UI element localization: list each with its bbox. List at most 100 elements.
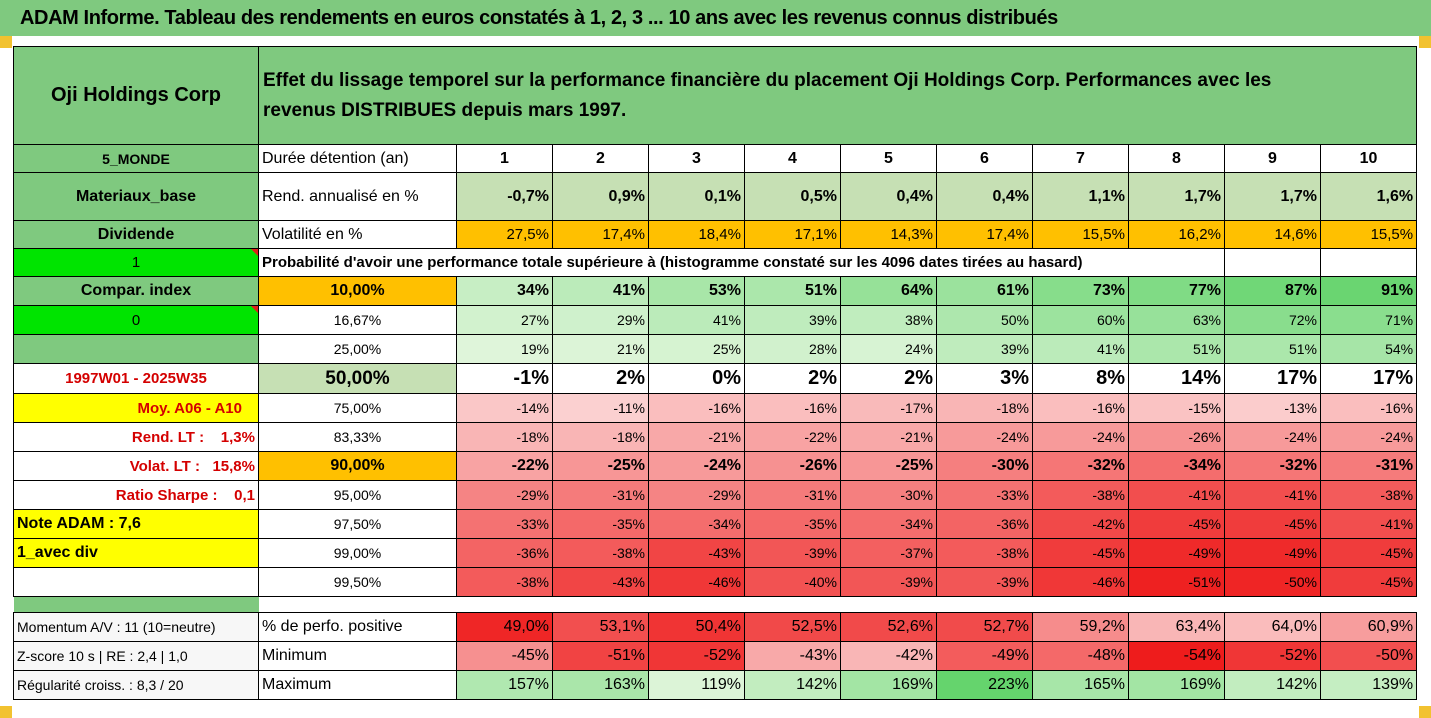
proba-value: 41%: [648, 305, 745, 335]
rend-lt: Rend. LT : 1,3%: [13, 422, 259, 452]
maximum-value: 165%: [1032, 670, 1129, 700]
minimum-value: -50%: [1319, 641, 1418, 671]
corner-marker: [0, 706, 12, 718]
rend-value: 1,7%: [1128, 172, 1225, 221]
proba-value: -16%: [1319, 393, 1418, 423]
proba-value: -26%: [744, 451, 841, 481]
year-header: 10: [1319, 144, 1418, 173]
proba-value: -33%: [456, 509, 553, 539]
proba-value: -34%: [840, 509, 937, 539]
proba-value: 53%: [648, 276, 745, 306]
proba-value: -22%: [456, 451, 553, 481]
blank-cell: [1224, 248, 1321, 277]
proba-value: -38%: [456, 567, 553, 597]
rend-value: -0,7%: [456, 172, 553, 221]
year-header: 6: [936, 144, 1033, 173]
note-adam: Note ADAM : 7,6: [13, 509, 259, 539]
proba-value: 91%: [1319, 276, 1418, 306]
proba-value: -21%: [840, 422, 937, 452]
proba-value: 34%: [456, 276, 553, 306]
proba-value: -35%: [552, 509, 649, 539]
proba-value: -14%: [456, 393, 553, 423]
proba-value: 0%: [648, 363, 745, 394]
proba-value: -36%: [456, 538, 553, 568]
proba-value: -39%: [840, 567, 937, 597]
maximum-value: 223%: [936, 670, 1033, 700]
threshold-pct: 90,00%: [258, 451, 457, 481]
proba-value: -1%: [456, 363, 553, 394]
proba-value: -18%: [456, 422, 553, 452]
maximum-value: 139%: [1319, 670, 1418, 700]
regularite-label: Régularité croiss. : 8,3 / 20: [13, 670, 259, 700]
rend-value: 0,1%: [648, 172, 745, 221]
proba-value: 50%: [936, 305, 1033, 335]
maximum-value: 163%: [552, 670, 649, 700]
region-label: 5_MONDE: [13, 144, 259, 173]
threshold-pct: 10,00%: [258, 276, 457, 306]
minimum-value: -42%: [840, 641, 937, 671]
threshold-pct: 25,00%: [258, 334, 457, 364]
proba-value: -40%: [744, 567, 841, 597]
corner-marker: [0, 36, 12, 48]
rend-value: 1,6%: [1319, 172, 1418, 221]
proba-value: -41%: [1319, 509, 1418, 539]
proba-value: 21%: [552, 334, 649, 364]
proba-value: -30%: [936, 451, 1033, 481]
proba-value: 27%: [456, 305, 553, 335]
proba-value: -38%: [1032, 480, 1129, 510]
proba-value: 63%: [1128, 305, 1225, 335]
proba-value: 71%: [1319, 305, 1418, 335]
year-header: 7: [1032, 144, 1129, 173]
proba-value: 28%: [744, 334, 841, 364]
vol-label: Volatilité en %: [258, 220, 457, 249]
proba-value: -41%: [1224, 480, 1321, 510]
proba-value: -21%: [648, 422, 745, 452]
proba-value: -45%: [1128, 509, 1225, 539]
maximum-label: Maximum: [258, 670, 457, 700]
proba-value: -22%: [744, 422, 841, 452]
maximum-value: 169%: [840, 670, 937, 700]
maximum-value: 119%: [648, 670, 745, 700]
proba-value: 3%: [936, 363, 1033, 394]
period-label: 1997W01 - 2025W35: [13, 363, 259, 394]
dividend-label: Dividende: [13, 220, 259, 249]
data-grid: Oji Holdings Corp Effet du lissage tempor…: [13, 46, 1418, 700]
proba-value: -18%: [936, 393, 1033, 423]
maximum-value: 142%: [744, 670, 841, 700]
proba-value: -51%: [1128, 567, 1225, 597]
proba-value: 60%: [1032, 305, 1129, 335]
compar-index-label: Compar. index: [13, 276, 259, 306]
proba-value: -24%: [936, 422, 1033, 452]
year-header: 4: [744, 144, 841, 173]
proba-value: -32%: [1224, 451, 1321, 481]
pct_pos-value: 52,5%: [744, 612, 841, 642]
proba-value: -32%: [1032, 451, 1129, 481]
pct_pos-value: 59,2%: [1032, 612, 1129, 642]
pct_pos-value: 53,1%: [552, 612, 649, 642]
minimum-value: -48%: [1032, 641, 1129, 671]
vol-value: 15,5%: [1319, 220, 1418, 249]
proba-value: -31%: [552, 480, 649, 510]
proba-value: 29%: [552, 305, 649, 335]
vol-value: 14,3%: [840, 220, 937, 249]
proba-value: -24%: [1032, 422, 1129, 452]
proba-value: -24%: [1319, 422, 1418, 452]
proba-value: 24%: [840, 334, 937, 364]
proba-value: 51%: [1224, 334, 1321, 364]
proba-value: -11%: [552, 393, 649, 423]
proba-value: -25%: [840, 451, 937, 481]
flag-zero: 0: [13, 305, 259, 335]
rend-label: Rend. annualisé en %: [258, 172, 457, 221]
proba-value: -30%: [840, 480, 937, 510]
threshold-pct: 95,00%: [258, 480, 457, 510]
year-header: 9: [1224, 144, 1321, 173]
sector-label: Materiaux_base: [13, 172, 259, 221]
proba-value: 19%: [456, 334, 553, 364]
proba-value: -41%: [1128, 480, 1225, 510]
proba-value: -34%: [1128, 451, 1225, 481]
proba-value: 2%: [840, 363, 937, 394]
proba-value: 61%: [936, 276, 1033, 306]
proba-value: 8%: [1032, 363, 1129, 394]
proba-value: -25%: [552, 451, 649, 481]
proba-value: 64%: [840, 276, 937, 306]
